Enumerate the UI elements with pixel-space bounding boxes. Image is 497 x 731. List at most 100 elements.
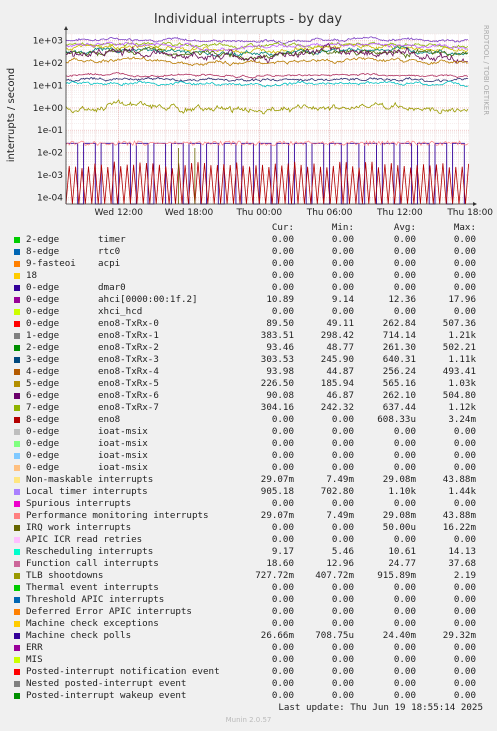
legend-label: 4-edge <box>26 366 60 377</box>
legend-avg: 0.00 <box>393 462 416 473</box>
series-lines <box>65 36 469 205</box>
legend-desc: eno8-TxRx-4 <box>98 366 159 377</box>
legend-swatch <box>14 465 20 471</box>
legend-min: 0.00 <box>331 690 354 701</box>
legend-cur: 0.00 <box>271 306 294 317</box>
legend-min: 0.00 <box>331 258 354 269</box>
legend-max: 0.00 <box>453 306 476 317</box>
legend-cur: 90.08 <box>266 390 294 401</box>
legend-avg: 0.00 <box>393 666 416 677</box>
legend-avg: 0.00 <box>393 438 416 449</box>
legend-min: 245.90 <box>320 354 354 365</box>
x-tick-label: Thu 12:00 <box>376 208 423 218</box>
x-tick-label: Wed 18:00 <box>165 208 214 218</box>
legend-desc: ioat-msix <box>98 438 148 449</box>
legend-label: 6-edge <box>26 390 60 401</box>
legend-row: 0-edge ioat-msix 0.00 0.00 0.00 0.00 <box>12 438 490 450</box>
legend-max: 0.00 <box>453 678 476 689</box>
legend-avg: 640.31 <box>382 354 416 365</box>
header-min: Min: <box>331 222 354 233</box>
legend-max: 0.00 <box>453 534 476 545</box>
legend-swatch <box>14 525 20 531</box>
legend-row: 0-edge ahci[0000:00:1f.2] 10.89 9.14 12.36 17… <box>12 294 490 306</box>
legend-cur: 0.00 <box>271 450 294 461</box>
legend-label: 1-edge <box>26 330 60 341</box>
legend-swatch <box>14 453 20 459</box>
series-line <box>65 36 468 44</box>
legend-row: Machine check exceptions 0.00 0.00 0.00 0.00 <box>12 618 490 630</box>
legend-max: 29.32m <box>442 630 476 641</box>
legend-swatch <box>14 261 20 267</box>
legend-max: 1.03k <box>448 378 476 389</box>
legend-swatch <box>14 417 20 423</box>
legend-min: 298.42 <box>320 330 354 341</box>
legend-max: 0.00 <box>453 426 476 437</box>
y-axis-arrow <box>64 26 68 30</box>
series-line <box>65 42 468 65</box>
legend-cur: 226.50 <box>260 378 294 389</box>
legend-min: 0.00 <box>331 666 354 677</box>
legend-label: Posted-interrupt wakeup event <box>26 690 187 701</box>
legend-avg: 0.00 <box>393 258 416 269</box>
legend-rows: 2-edge timer 0.00 0.00 0.00 0.00 8-edge rtc0 0.0… <box>12 234 490 702</box>
legend-swatch <box>14 513 20 519</box>
legend-swatch <box>14 357 20 363</box>
legend-swatch <box>14 297 20 303</box>
legend-swatch <box>14 333 20 339</box>
legend-avg: 0.00 <box>393 534 416 545</box>
legend-row: Local timer interrupts 905.18 702.80 1.10k 1… <box>12 486 490 498</box>
munin-version: Munin 2.0.57 <box>225 716 272 724</box>
legend-max: 43.88m <box>442 474 476 485</box>
legend-row: 7-edge eno8-TxRx-7 304.16 242.32 637.44 1.12k <box>12 402 490 414</box>
legend-avg: 0.00 <box>393 582 416 593</box>
legend-label: 0-edge <box>26 306 60 317</box>
legend-min: 0.00 <box>331 522 354 533</box>
legend-cur: 0.00 <box>271 654 294 665</box>
legend-cur: 18.60 <box>266 558 294 569</box>
legend-cur: 29.07m <box>260 510 294 521</box>
legend-cur: 9.17 <box>271 546 294 557</box>
legend-row: 3-edge eno8-TxRx-3 303.53 245.90 640.31 1.11k <box>12 354 490 366</box>
legend-min: 0.00 <box>331 270 354 281</box>
x-tick-label: Thu 18:00 <box>446 208 493 218</box>
legend-swatch <box>14 441 20 447</box>
x-tick-label: Thu 06:00 <box>306 208 353 218</box>
legend-min: 0.00 <box>331 414 354 425</box>
legend-cur: 0.00 <box>271 666 294 677</box>
legend-cur: 10.89 <box>266 294 294 305</box>
legend-swatch <box>14 369 20 375</box>
legend-max: 0.00 <box>453 498 476 509</box>
legend-row: 0-edge ioat-msix 0.00 0.00 0.00 0.00 <box>12 450 490 462</box>
legend-max: 493.41 <box>442 366 476 377</box>
rrdtool-credit: RRDTOOL / TOBI OETIKER <box>482 25 490 115</box>
legend-cur: 93.46 <box>266 342 294 353</box>
legend-min: 0.00 <box>331 246 354 257</box>
legend-min: 0.00 <box>331 234 354 245</box>
header-cur: Cur: <box>271 222 294 233</box>
legend-avg: 915.89m <box>377 570 416 581</box>
y-tick-label: 1e+02 <box>33 59 63 69</box>
legend-row: Thermal event interrupts 0.00 0.00 0.00 0.00 <box>12 582 490 594</box>
last-update: Last update: Thu Jun 19 18:55:14 2025 <box>278 702 483 713</box>
legend-min: 708.75u <box>315 630 354 641</box>
legend-avg: 0.00 <box>393 618 416 629</box>
legend-swatch <box>14 285 20 291</box>
legend-cur: 0.00 <box>271 606 294 617</box>
legend-cur: 0.00 <box>271 534 294 545</box>
legend-avg: 0.00 <box>393 606 416 617</box>
y-tick-label: 1e+01 <box>33 81 63 91</box>
legend-desc: ioat-msix <box>98 450 148 461</box>
legend-cur: 0.00 <box>271 426 294 437</box>
legend-cur: 0.00 <box>271 642 294 653</box>
series-line <box>65 45 468 57</box>
legend-max: 17.96 <box>448 294 476 305</box>
legend-cur: 905.18 <box>260 486 294 497</box>
legend-swatch <box>14 549 20 555</box>
legend-label: Performance monitoring interrupts <box>26 510 209 521</box>
legend-row: 8-edge rtc0 0.00 0.00 0.00 0.00 <box>12 246 490 258</box>
legend-min: 0.00 <box>331 306 354 317</box>
legend-avg: 50.00u <box>382 522 416 533</box>
legend-min: 48.77 <box>326 342 354 353</box>
legend-row: 2-edge timer 0.00 0.00 0.00 0.00 <box>12 234 490 246</box>
legend-cur: 0.00 <box>271 594 294 605</box>
